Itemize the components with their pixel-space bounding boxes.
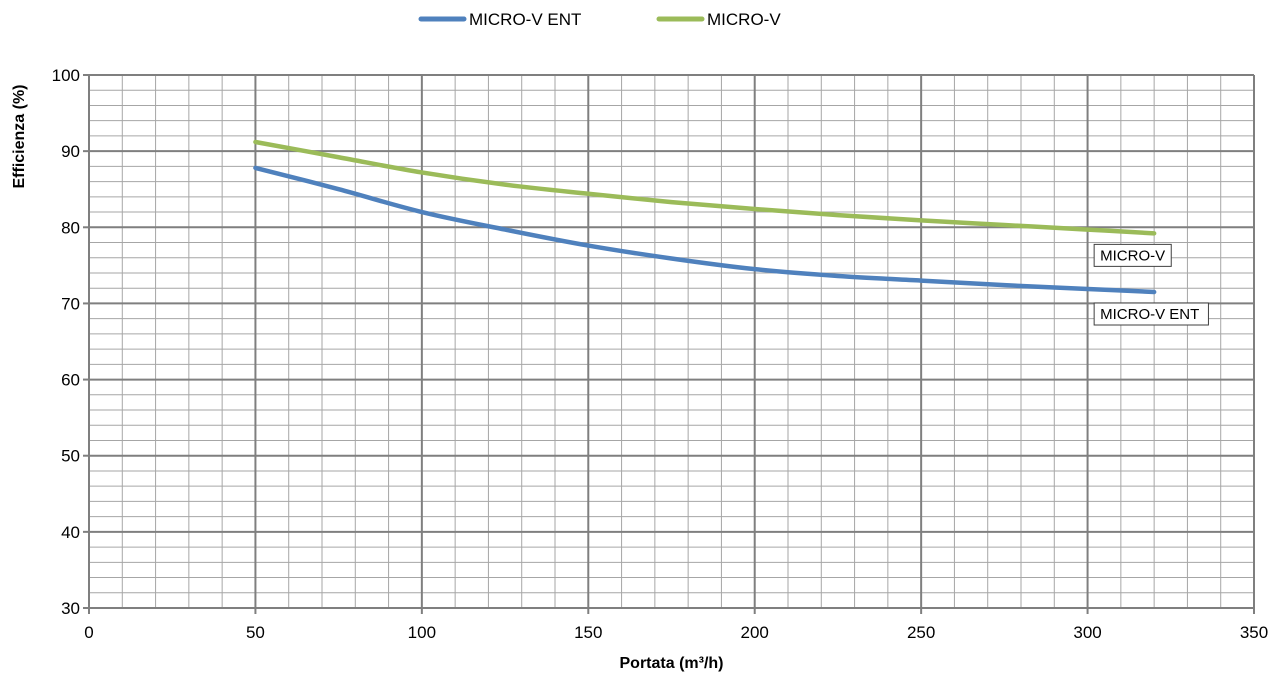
y-tick-label: 60 (61, 371, 80, 390)
major-grid (88, 74, 1255, 609)
series-layer (253, 139, 1157, 295)
y-tick-label: 90 (61, 142, 80, 161)
y-axis-title: Efficienza (%) (11, 84, 28, 188)
x-tick-label: 100 (408, 623, 436, 642)
x-tick-label: 350 (1240, 623, 1268, 642)
y-tick-label: 50 (61, 447, 80, 466)
series-annotation: MICRO-V ENT (1093, 302, 1209, 326)
legend-item: MICRO-V (656, 10, 781, 29)
x-tick-label: 150 (574, 623, 602, 642)
annotations-layer: MICRO-V MICRO-V ENT (1093, 243, 1209, 326)
series-annotation-text: MICRO-V ENT (1100, 306, 1199, 323)
series-line-0 (253, 165, 1157, 295)
legend-item: MICRO-V ENT (418, 10, 581, 29)
series-annotation-box (1093, 302, 1209, 326)
y-tick-label: 40 (61, 523, 80, 542)
x-tick-label: 50 (246, 623, 265, 642)
series-annotation-text: MICRO-V (1100, 247, 1165, 264)
legend: MICRO-V ENT MICRO-V (418, 10, 781, 29)
x-tick-label: 250 (907, 623, 935, 642)
axes (83, 74, 1255, 614)
minor-grid (89, 75, 1254, 608)
x-tick-label: 0 (84, 623, 93, 642)
y-tick-label: 30 (61, 599, 80, 618)
legend-label-1: MICRO-V (707, 10, 781, 29)
series-line-1 (253, 139, 1157, 236)
y-tick-label: 80 (61, 218, 80, 237)
y-tick-label: 100 (52, 66, 80, 85)
x-axis-title: Portata (m³/h) (620, 655, 724, 672)
x-tick-label: 200 (741, 623, 769, 642)
y-tick-label: 70 (61, 294, 80, 313)
tick-labels: 0 50 100 150 200 250 300 350 30 40 50 60 70 80 90 100 (52, 66, 1269, 642)
series-annotation-box (1093, 243, 1172, 267)
x-tick-label: 300 (1073, 623, 1101, 642)
series-annotation: MICRO-V (1093, 243, 1172, 267)
legend-label-0: MICRO-V ENT (469, 10, 581, 29)
